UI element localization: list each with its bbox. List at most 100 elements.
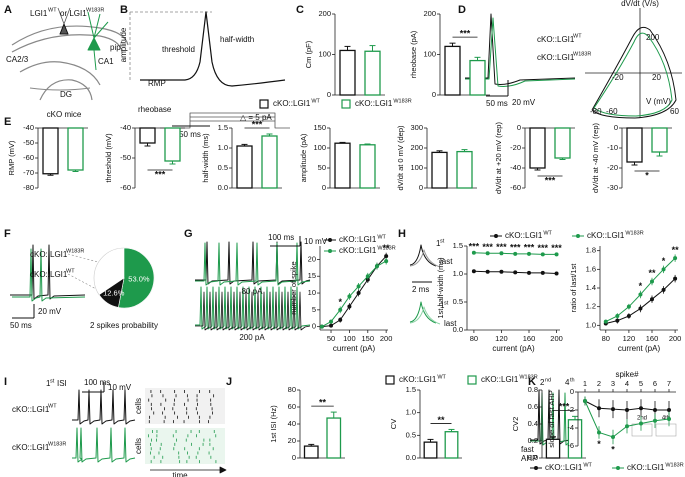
point — [374, 264, 379, 269]
annotation: W183R — [48, 441, 66, 447]
bar — [444, 45, 461, 96]
y-axis-label: Cm (pF) — [304, 40, 313, 68]
x-tick-label: 3 — [611, 379, 615, 388]
significance: *** — [155, 169, 166, 179]
point — [329, 319, 334, 324]
annotation: cKO::LGI1 — [30, 270, 68, 279]
y-axis-label: slope of fast AHP — [547, 390, 556, 448]
bar — [359, 144, 376, 189]
annotation: cKO::LGI1 — [12, 443, 50, 452]
annotation: W183R — [66, 248, 84, 254]
y-tick-label: -40 — [23, 123, 34, 132]
annotation: threshold — [162, 45, 195, 54]
point — [329, 323, 334, 328]
point — [338, 307, 343, 312]
point — [626, 304, 631, 309]
annotation: △ = 5 pA — [240, 113, 272, 122]
significance: *** — [469, 241, 480, 251]
annotation: 80 pA — [242, 287, 264, 296]
x-tick-label: 6 — [653, 379, 657, 388]
y-tick-label: 1.0 — [586, 320, 596, 329]
y-tick-label: -30 — [607, 183, 618, 192]
y-tick-label: -40 — [510, 163, 521, 172]
bar — [431, 151, 448, 189]
annotation: dV/dt (V/s) — [621, 0, 659, 8]
y-tick-label: 100 — [318, 49, 331, 58]
y-axis-label: number of spike — [289, 261, 298, 314]
y-tick-label: 0.0 — [528, 453, 538, 462]
y-tick-label: -60 — [120, 183, 131, 192]
y-tick-label: 1.0 — [406, 408, 416, 417]
legend-label: cKO::LGI1 — [339, 246, 377, 255]
trace — [465, 13, 576, 85]
y-tick-label: -50 — [120, 153, 131, 162]
legend-swatch — [494, 234, 498, 238]
x-tick-label: 4 — [625, 379, 629, 388]
point — [615, 318, 620, 323]
y-tick-label: -2 — [567, 405, 574, 414]
y-tick-label: 20 — [308, 254, 316, 263]
point — [667, 417, 671, 421]
significance: * — [338, 297, 342, 307]
inset-box — [655, 423, 677, 437]
point — [639, 406, 643, 411]
bar — [554, 127, 571, 159]
annotation: CA2/3 — [6, 55, 29, 64]
point — [485, 269, 490, 274]
y-tick-label: 0 — [517, 123, 521, 132]
x-tick-label: 200 — [550, 334, 563, 343]
trace — [195, 242, 311, 286]
annotation: 4th — [662, 416, 670, 422]
annotation: CA1 — [98, 57, 114, 66]
point — [650, 279, 654, 284]
annotation: 1 — [440, 301, 445, 310]
point — [485, 251, 490, 256]
panel-label: F — [4, 228, 11, 240]
annotation: 20 mV — [512, 98, 536, 107]
annotation: WT — [573, 33, 582, 39]
bar — [529, 127, 546, 169]
y-tick-label: -60 — [23, 153, 34, 162]
y-axis-label: rheobase (pA) — [409, 30, 418, 78]
bar — [303, 445, 319, 459]
annotation: W183R — [86, 7, 104, 13]
point — [499, 251, 504, 256]
y-tick-label: 40 — [288, 419, 296, 428]
y-tick-label: 10 — [308, 288, 316, 297]
point — [667, 408, 671, 412]
y-tick-label: 1.4 — [586, 283, 596, 292]
y-tick-label: 0.2 — [528, 436, 538, 445]
trace — [189, 116, 276, 121]
bar — [364, 50, 381, 96]
point — [554, 271, 559, 276]
point — [615, 314, 620, 318]
legend-swatch — [259, 99, 269, 109]
trace — [409, 301, 437, 324]
point — [625, 408, 629, 412]
raster-box — [145, 388, 225, 424]
legend-label: cKO::LGI1 — [399, 375, 437, 384]
trace — [409, 244, 437, 267]
y-tick-label: 50 — [318, 163, 326, 172]
annotation: 4 — [565, 378, 570, 387]
annotation: 20 mV — [38, 307, 62, 316]
y-tick-label: 0.5 — [218, 163, 228, 172]
point — [471, 269, 476, 274]
x-tick-label: 50 — [327, 334, 335, 343]
significance: ** — [319, 397, 327, 407]
bar — [626, 127, 643, 163]
y-tick-label: 1.2 — [586, 302, 596, 311]
bar — [334, 142, 351, 189]
point — [527, 270, 531, 275]
x-axis-label: current (pA) — [492, 344, 535, 353]
point — [384, 259, 389, 264]
pie-label: 12.6% — [103, 288, 125, 297]
annotation: 200 pA — [239, 333, 265, 342]
legend-swatch — [341, 99, 351, 109]
annotation: last — [444, 319, 457, 328]
significance: * — [639, 281, 643, 291]
annotation: LGI1 — [30, 9, 48, 18]
significance: ** — [672, 245, 680, 255]
annotation: rheobase — [138, 105, 172, 114]
y-axis-label: 1st ISI (Hz) — [269, 405, 278, 443]
